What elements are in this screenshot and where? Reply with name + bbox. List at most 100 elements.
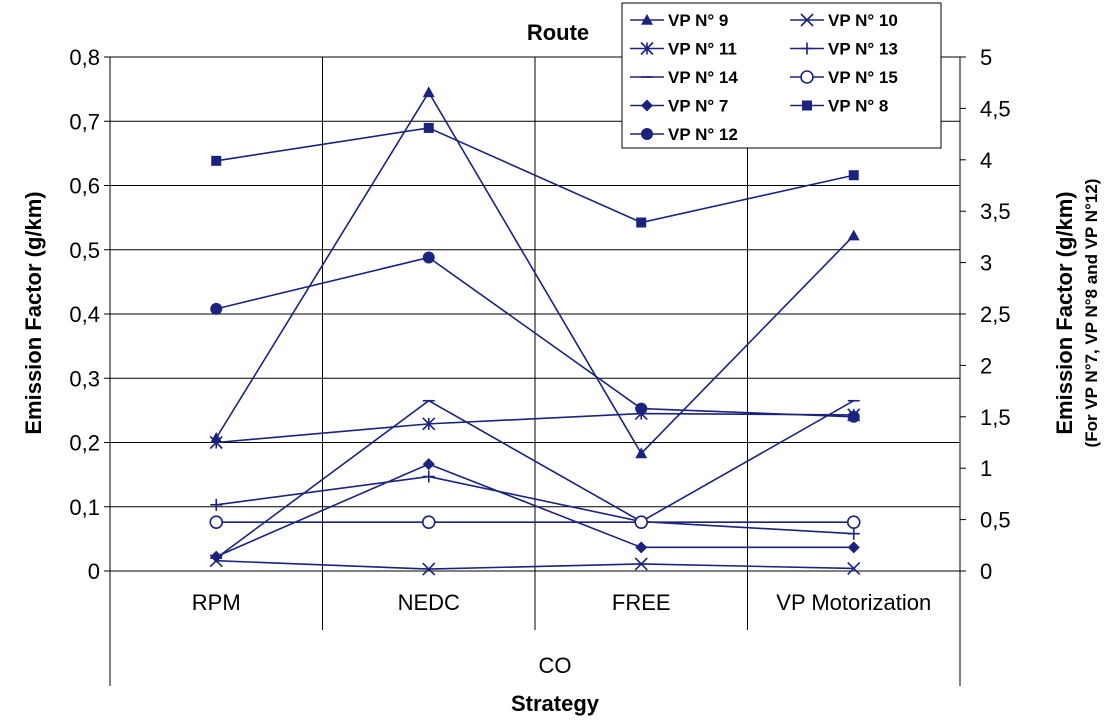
- marker-x: [422, 562, 436, 576]
- series-line: [216, 559, 854, 570]
- legend-box: [621, 2, 942, 149]
- marker-circle: [210, 302, 223, 315]
- series-line: [215, 399, 855, 559]
- marker-circle-open: [209, 515, 224, 529]
- series-line: [215, 90, 855, 455]
- legend-label: VP N° 10: [828, 11, 898, 30]
- y-tick-label: 0,2: [69, 431, 100, 456]
- y-tick-label: 0,4: [69, 302, 100, 327]
- marker-triangle: [847, 229, 860, 241]
- legend-label: VP N° 12: [668, 125, 738, 144]
- chart-title: Route: [527, 20, 589, 45]
- marker-diamond: [422, 458, 435, 471]
- legend-item: VP N° 9: [630, 11, 728, 30]
- legend-item: VP N° 15: [790, 68, 898, 87]
- x-category-label: FREE: [612, 590, 671, 615]
- y2-axis-title: Emission Factor (g/km): [1052, 191, 1077, 434]
- legend-item: VP N° 11: [630, 40, 737, 59]
- x-category-label: RPM: [192, 590, 241, 615]
- marker-plus: [847, 527, 860, 540]
- legend-item: VP N° 8: [790, 97, 888, 116]
- marker-circle: [635, 402, 648, 415]
- marker-square: [802, 100, 812, 111]
- series-line: [216, 256, 854, 418]
- marker-plus: [210, 498, 223, 511]
- legend-label: VP N° 8: [828, 97, 888, 116]
- marker-triangle: [635, 447, 648, 459]
- marker-circle: [847, 410, 860, 423]
- y2-tick-label: 3,5: [980, 199, 1011, 224]
- y-tick-label: 0,8: [69, 45, 100, 70]
- legend-item: VP N° 13: [790, 40, 898, 59]
- x-group-label: CO: [539, 653, 572, 678]
- y-tick-label: 0,6: [69, 174, 100, 199]
- legend-label: VP N° 7: [668, 97, 728, 116]
- legend-item: VP N° 12: [630, 125, 738, 144]
- y-tick-label: 0,3: [69, 366, 100, 391]
- marker-x: [800, 13, 814, 27]
- y2-tick-label: 1,5: [980, 405, 1011, 430]
- y2-tick-label: 4: [980, 148, 992, 173]
- marker-asterisk: [640, 41, 654, 56]
- series-vp-n-12: [210, 251, 860, 423]
- legend-label: VP N° 13: [828, 40, 898, 59]
- y-tick-label: 0: [88, 559, 100, 584]
- x-category-label: VP Motorization: [776, 590, 931, 615]
- marker-circle-open: [421, 515, 436, 529]
- legend-item: VP N° 14: [630, 68, 738, 87]
- y2-tick-label: 2: [980, 353, 992, 378]
- marker-triangle: [422, 86, 435, 98]
- marker-square: [423, 122, 434, 133]
- y-axis-title: Emission Factor (g/km): [21, 191, 46, 434]
- marker-circle-open: [634, 515, 649, 529]
- y2-tick-label: 0: [980, 559, 992, 584]
- y2-tick-label: 2,5: [980, 302, 1011, 327]
- series-line: [216, 412, 854, 444]
- legend: VP N° 9 VP N° 10 VP N° 11 VP N° 13 VP N° 14 V…: [621, 2, 942, 149]
- marker-plus: [422, 470, 435, 483]
- y2-tick-label: 3: [980, 251, 992, 276]
- marker-diamond: [847, 541, 860, 554]
- legend-label: VP N° 11: [668, 40, 737, 59]
- right-y-ticks: 0 0,5 1 1,5 2 2,5 3 3,5 4 4,5 5: [960, 45, 1011, 584]
- y-tick-label: 0,7: [69, 109, 100, 134]
- marker-circle-open: [800, 70, 814, 84]
- series-line: [215, 463, 854, 558]
- marker-square: [211, 155, 222, 166]
- y2-tick-label: 5: [980, 45, 992, 70]
- x-categories: RPM NEDC FREE VP Motorization: [192, 590, 931, 615]
- legend-label: VP N° 15: [828, 68, 898, 87]
- series-line: [216, 127, 854, 224]
- marker-diamond: [635, 541, 648, 554]
- legend-label: VP N° 14: [668, 68, 738, 87]
- marker-triangle: [641, 14, 653, 25]
- marker-circle-open: [846, 515, 861, 529]
- marker-plus: [801, 42, 813, 55]
- series-line: [216, 475, 854, 535]
- x-category-label: NEDC: [398, 590, 460, 615]
- series-lines: [209, 86, 861, 576]
- marker-diamond: [210, 550, 223, 563]
- marker-x: [847, 561, 861, 575]
- legend-item: VP N° 10: [790, 11, 898, 30]
- y2-tick-label: 1: [980, 456, 992, 481]
- series-vp-n-7: [210, 458, 860, 563]
- y-tick-label: 0,5: [69, 238, 100, 263]
- y2-tick-label: 0,5: [980, 508, 1011, 533]
- series-vp-n-8: [211, 122, 859, 228]
- marker-asterisk: [422, 417, 436, 431]
- legend-label: VP N° 9: [668, 11, 728, 30]
- series-vp-n-15: [209, 515, 861, 529]
- marker-circle: [422, 251, 435, 264]
- y-tick-label: 0,1: [69, 495, 100, 520]
- marker-circle: [641, 128, 653, 140]
- axes-frame: [109, 56, 961, 686]
- legend-item: VP N° 7: [630, 97, 728, 116]
- marker-diamond: [641, 99, 653, 112]
- y2-axis-subtitle: (For VP N°7, VP N°8 and VP N°12): [1082, 179, 1101, 448]
- y2-tick-label: 4,5: [980, 96, 1011, 121]
- marker-x: [634, 557, 648, 571]
- marker-square: [636, 217, 647, 228]
- left-y-ticks: 0 0,1 0,2 0,3 0,4 0,5 0,6 0,7 0,8: [69, 45, 110, 584]
